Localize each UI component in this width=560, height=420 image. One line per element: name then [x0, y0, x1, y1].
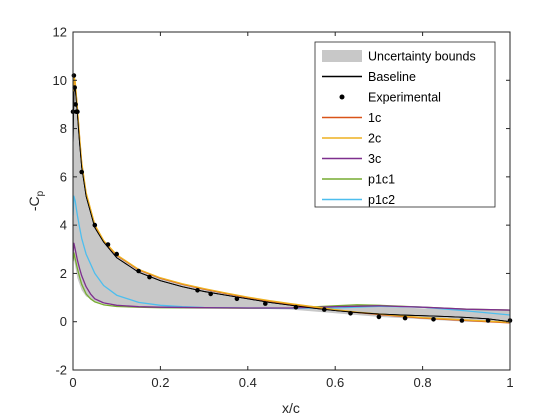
uncertainty-band [73, 77, 510, 323]
legend-label: 1c [368, 111, 381, 125]
legend-item-baseline: Baseline [322, 70, 416, 84]
experimental-point [293, 304, 299, 310]
y-axis-label-subscript: p [35, 190, 46, 196]
legend-item-uncertainty-bounds: Uncertainty bounds [322, 50, 476, 64]
experimental-point [105, 242, 111, 247]
legend-label: 2c [368, 132, 381, 146]
experimental-point [402, 315, 408, 321]
y-axis-label: -Cp [26, 190, 46, 211]
legend-label: Uncertainty bounds [368, 50, 476, 64]
experimental-point [136, 268, 141, 274]
experimental-point [147, 274, 152, 280]
series-line-p1c1 [73, 252, 510, 311]
experimental-point [348, 311, 353, 316]
legend-item-2c: 2c [322, 132, 381, 146]
y-tick-label: 0 [60, 314, 67, 329]
y-tick-label: 4 [60, 218, 67, 233]
y-tick-label: -2 [55, 363, 67, 378]
experimental-point [431, 317, 436, 322]
series-line-3c [73, 242, 510, 311]
y-tick-label: 6 [60, 169, 67, 184]
experimental-point [376, 314, 382, 320]
legend-item-1c: 1c [322, 111, 381, 125]
x-tick-label: 0.2 [151, 375, 169, 390]
x-tick-label: 0.8 [414, 375, 432, 390]
experimental-point [263, 301, 268, 306]
y-tick-label: 2 [60, 266, 67, 281]
experimental-point [234, 296, 240, 302]
experimental-point [79, 169, 84, 175]
x-tick-label: 0.4 [239, 375, 257, 390]
series-line-baseline-overlay [73, 87, 510, 323]
experimental-point [322, 307, 327, 312]
experimental-point [195, 288, 200, 293]
y-tick-label: 8 [60, 121, 67, 136]
legend-item-p1c2: p1c2 [322, 193, 395, 207]
legend-item-3c: 3c [322, 152, 381, 166]
experimental-point [92, 222, 98, 228]
legend-label: Baseline [368, 70, 416, 84]
series-line-p1c2 [73, 195, 510, 316]
x-tick-label: 0.6 [326, 375, 344, 390]
experimental-point [459, 318, 465, 323]
experimental-point [485, 318, 491, 323]
y-tick-label: 12 [53, 25, 67, 40]
experimental-point [75, 109, 80, 114]
axes-box [72, 31, 511, 371]
legend-item-experimental: Experimental [339, 91, 441, 105]
legend-swatch [322, 50, 362, 62]
legend-box [314, 41, 496, 208]
legend-swatch [339, 94, 345, 100]
x-tick-label: 1 [506, 375, 513, 390]
experimental-point [72, 85, 77, 90]
experimental-point [73, 102, 78, 107]
x-tick-label: 0 [69, 375, 76, 390]
experimental-point [114, 251, 119, 257]
legend-label: p1c2 [368, 193, 395, 207]
experimental-point [208, 291, 213, 297]
legend-label: p1c1 [368, 173, 395, 187]
y-tick-label: 10 [53, 73, 67, 88]
legend: Uncertainty bounds Baseline Experimental 1c… [314, 41, 496, 208]
series-line-2c [73, 74, 510, 324]
legend-label: Experimental [368, 91, 441, 105]
y-axis-label-main: -C [26, 196, 42, 211]
legend-label: 3c [368, 152, 381, 166]
legend-item-p1c1: p1c1 [322, 173, 395, 187]
experimental-point [71, 73, 77, 78]
x-axis-label: x/c [282, 400, 300, 416]
